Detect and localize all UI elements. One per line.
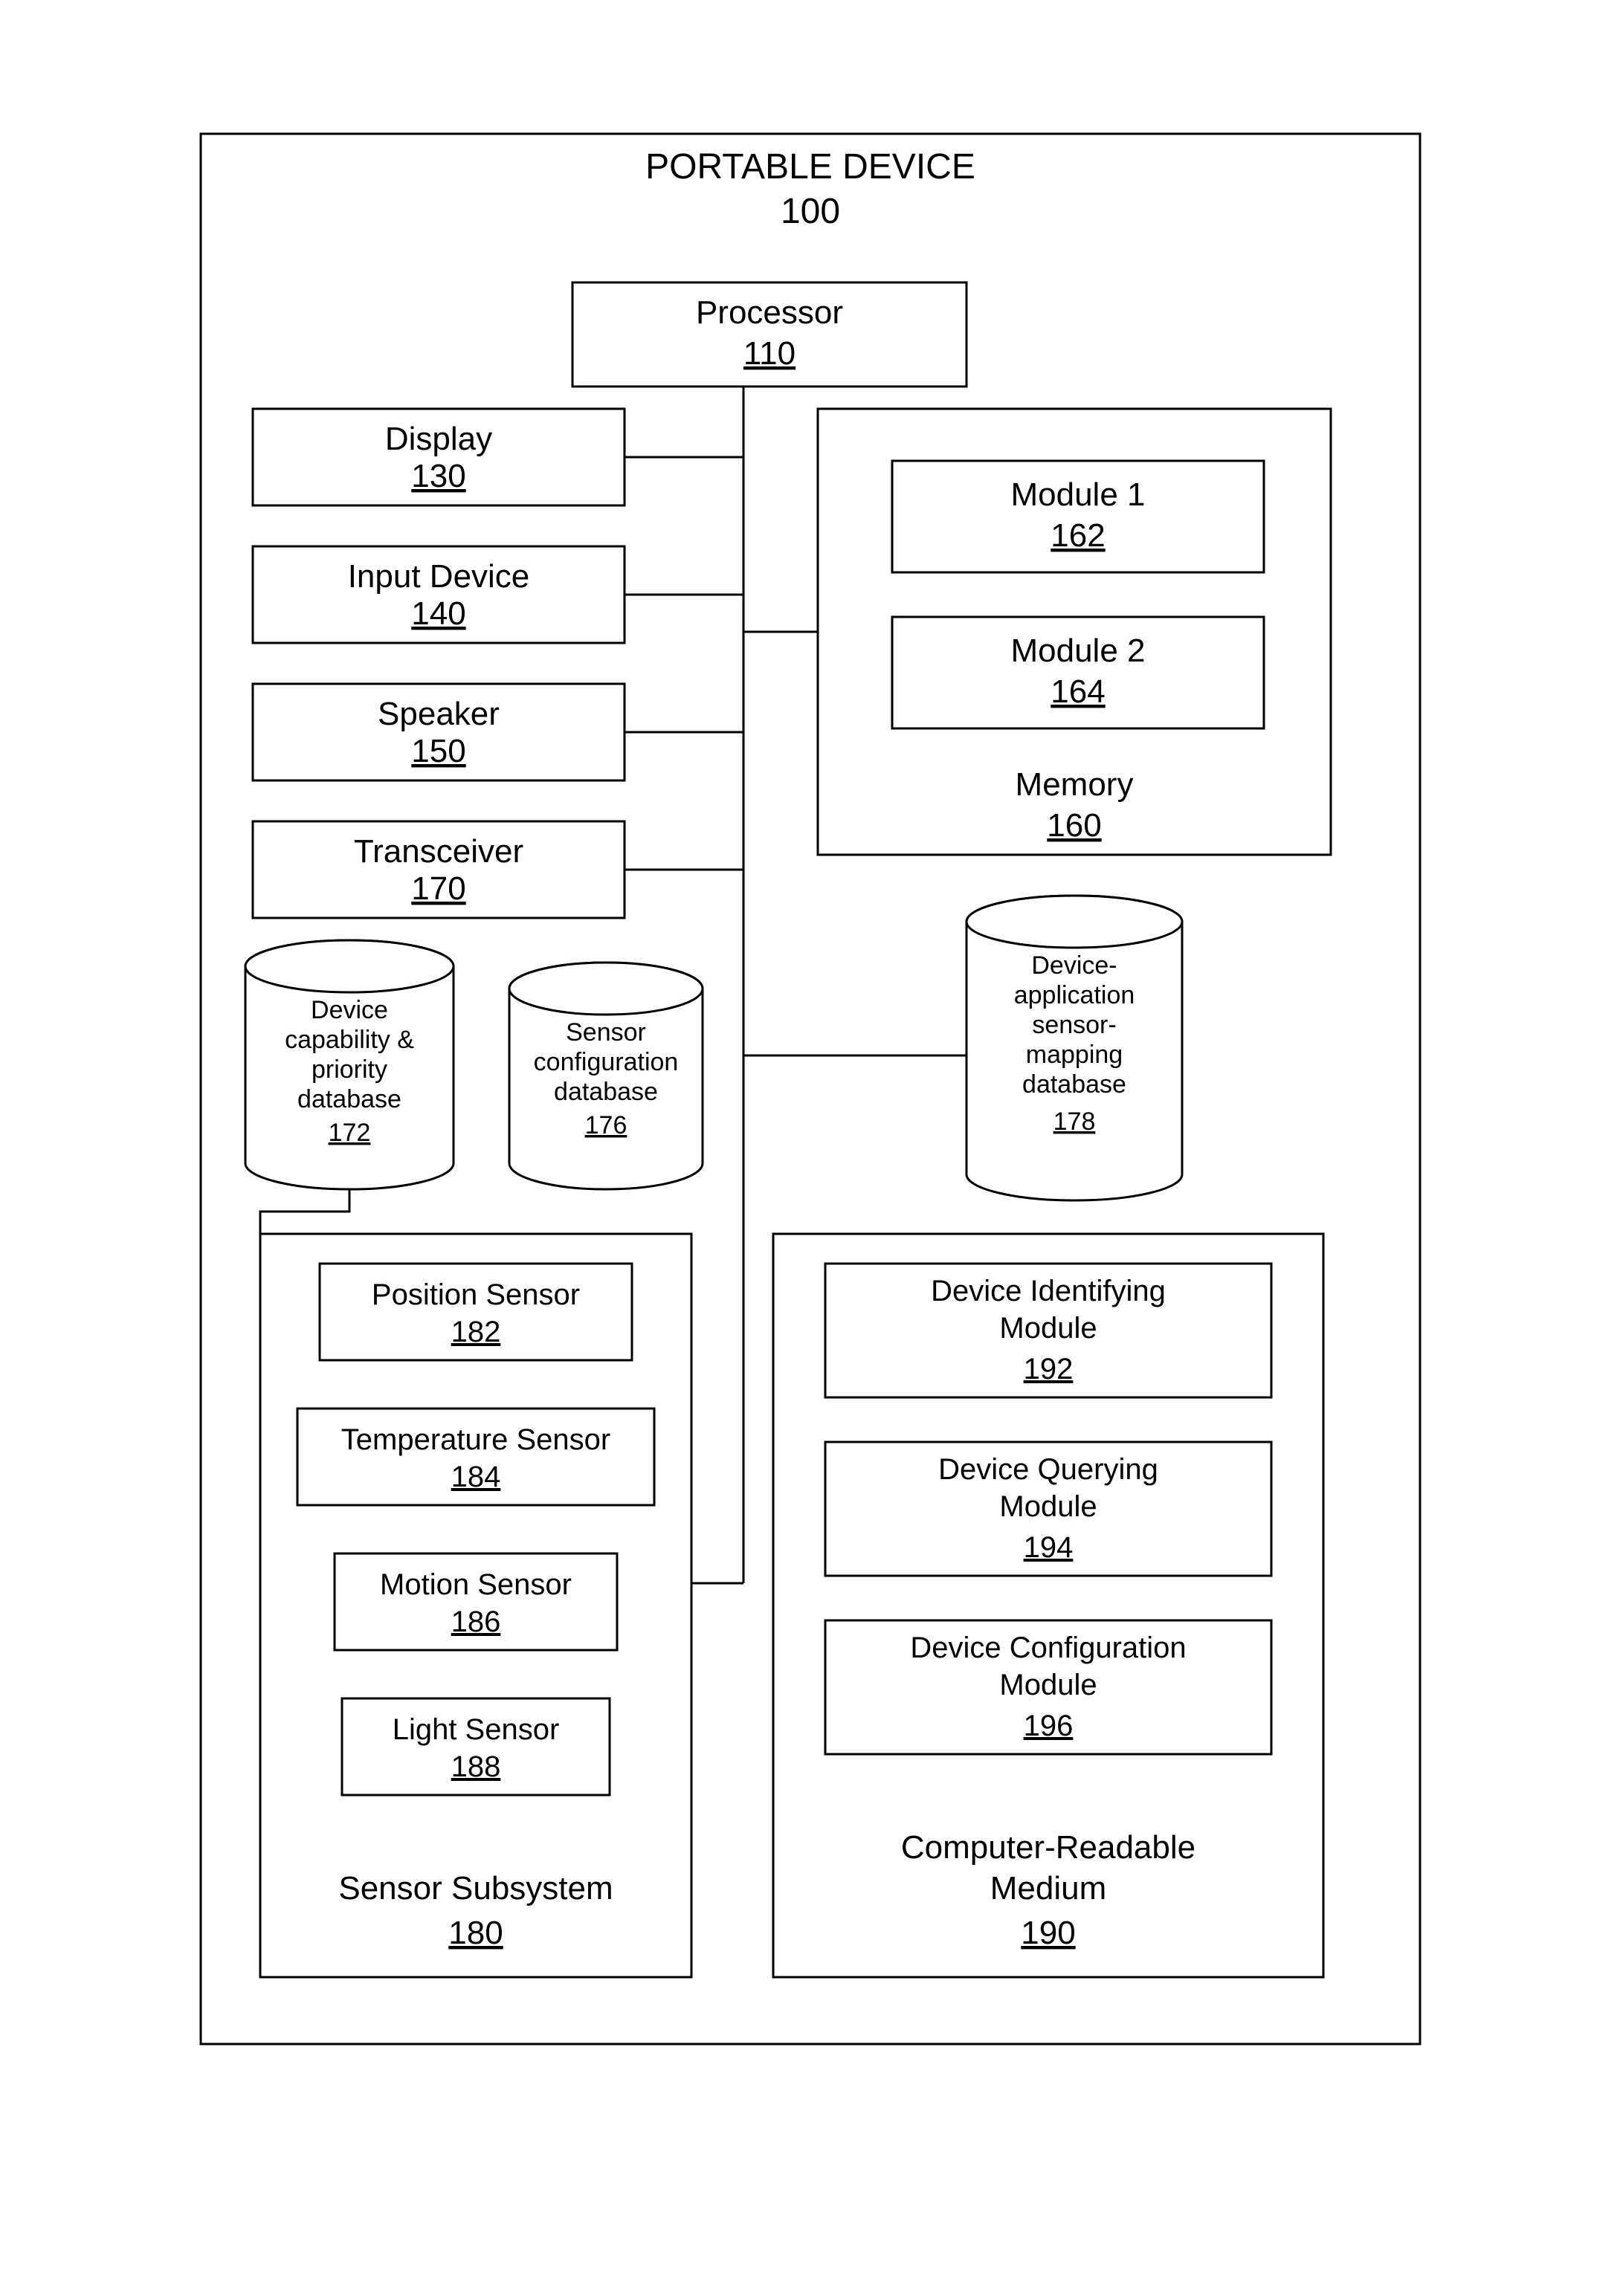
processor-ref: 110 bbox=[743, 335, 796, 372]
dev-id-module-l2: Module bbox=[999, 1312, 1097, 1345]
module-2-ref: 164 bbox=[1051, 673, 1105, 710]
db-mapping-line5: database bbox=[1022, 1070, 1126, 1099]
dev-qry-module-l2: Module bbox=[999, 1490, 1097, 1523]
db-capability-line4: database bbox=[297, 1085, 401, 1113]
db-mapping-line3: sensor- bbox=[1032, 1011, 1116, 1039]
sensor-subsystem-ref: 180 bbox=[448, 1915, 503, 1951]
light-sensor-label: Light Sensor bbox=[393, 1713, 560, 1746]
db-capability-line2: capability & bbox=[285, 1026, 414, 1054]
dev-cfg-module-ref: 196 bbox=[1024, 1710, 1074, 1742]
dev-qry-module-ref: 194 bbox=[1024, 1531, 1074, 1564]
light-sensor-ref: 188 bbox=[451, 1750, 501, 1783]
module-2-label: Module 2 bbox=[1010, 633, 1145, 669]
transceiver-ref: 170 bbox=[411, 870, 465, 907]
motion-sensor-ref: 186 bbox=[451, 1605, 501, 1638]
sensor-subsystem-label: Sensor Subsystem bbox=[338, 1870, 613, 1907]
root-ref: 100 bbox=[781, 192, 840, 231]
module-1-ref: 162 bbox=[1051, 517, 1105, 554]
speaker-label: Speaker bbox=[378, 696, 500, 732]
transceiver-label: Transceiver bbox=[354, 833, 523, 870]
dev-id-module-l1: Device Identifying bbox=[931, 1275, 1166, 1307]
db-capability-line3: priority bbox=[312, 1055, 387, 1084]
db-mapping-line2: application bbox=[1014, 981, 1135, 1009]
db-capability: Device capability & priority database 17… bbox=[245, 940, 454, 1189]
db-mapping-line1: Device- bbox=[1031, 951, 1117, 980]
display-ref: 130 bbox=[411, 458, 465, 494]
position-sensor-ref: 182 bbox=[451, 1316, 501, 1348]
speaker-ref: 150 bbox=[411, 733, 465, 769]
motion-sensor-label: Motion Sensor bbox=[380, 1568, 572, 1601]
db-mapping-line4: mapping bbox=[1026, 1041, 1123, 1069]
temperature-sensor-label: Temperature Sensor bbox=[341, 1423, 610, 1456]
db-sensor-cfg-ref: 176 bbox=[585, 1111, 627, 1139]
crm-label2: Medium bbox=[990, 1870, 1107, 1907]
crm-label1: Computer-Readable bbox=[901, 1829, 1195, 1866]
dev-id-module-ref: 192 bbox=[1024, 1353, 1074, 1385]
db-sensor-cfg-line3: database bbox=[554, 1078, 658, 1106]
crm-ref: 190 bbox=[1021, 1915, 1075, 1951]
input-device-label: Input Device bbox=[348, 558, 530, 595]
temperature-sensor-ref: 184 bbox=[451, 1461, 501, 1493]
position-sensor-label: Position Sensor bbox=[372, 1278, 580, 1311]
dev-cfg-module-l1: Device Configuration bbox=[910, 1632, 1186, 1664]
db-mapping: Device- application sensor- mapping data… bbox=[966, 896, 1182, 1200]
processor-label: Processor bbox=[696, 294, 843, 331]
memory-label: Memory bbox=[1016, 766, 1134, 803]
db-capability-line1: Device bbox=[311, 996, 388, 1024]
module-1-label: Module 1 bbox=[1010, 476, 1145, 513]
dev-cfg-module-l2: Module bbox=[999, 1669, 1097, 1701]
db-mapping-ref: 178 bbox=[1053, 1107, 1096, 1136]
input-device-ref: 140 bbox=[411, 595, 465, 632]
display-label: Display bbox=[385, 421, 492, 457]
dev-qry-module-l1: Device Querying bbox=[938, 1453, 1158, 1486]
root-label: PORTABLE DEVICE bbox=[645, 147, 975, 187]
db-sensor-cfg-line1: Sensor bbox=[566, 1018, 646, 1047]
db-sensor-cfg-line2: configuration bbox=[534, 1048, 679, 1076]
db-capability-ref: 172 bbox=[329, 1119, 371, 1147]
db-sensor-cfg: Sensor configuration database 176 bbox=[509, 963, 703, 1189]
memory-ref: 160 bbox=[1047, 807, 1101, 844]
